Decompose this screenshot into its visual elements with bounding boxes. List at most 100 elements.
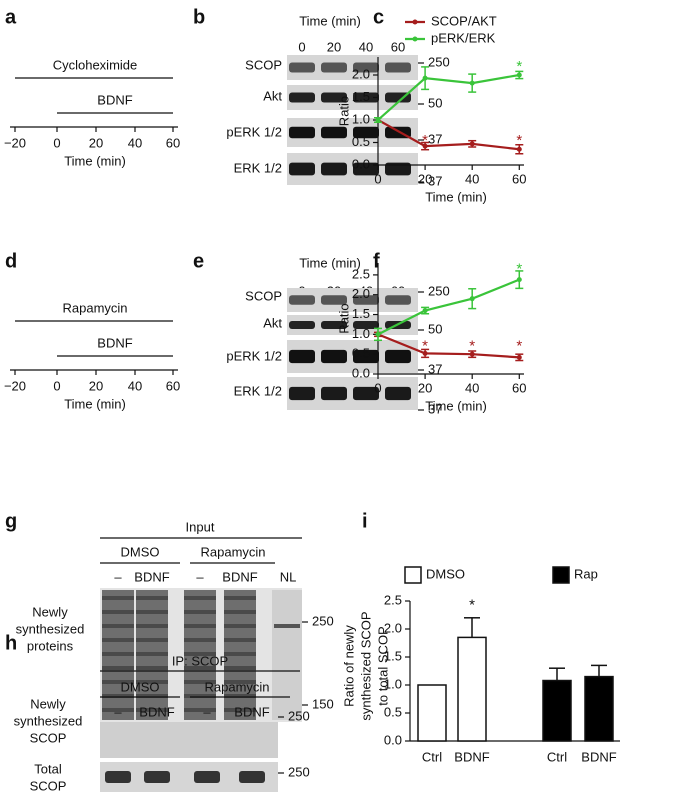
band bbox=[224, 596, 256, 600]
size-marker: 150 bbox=[312, 696, 334, 711]
y-tick-label: 1.0 bbox=[352, 111, 370, 126]
point bbox=[516, 354, 522, 360]
band bbox=[353, 92, 379, 103]
row-label: synthesized bbox=[14, 713, 83, 728]
point bbox=[422, 350, 428, 356]
band bbox=[144, 771, 170, 783]
lane-label: BDNF bbox=[134, 569, 169, 584]
panel-label: i bbox=[362, 510, 368, 532]
size-marker: 37 bbox=[428, 401, 442, 416]
lane-label: – bbox=[203, 704, 211, 719]
point bbox=[469, 80, 475, 86]
x-tick-label: 60 bbox=[512, 171, 526, 186]
legend-label: SCOP/AKT bbox=[431, 13, 497, 28]
lane bbox=[272, 590, 302, 720]
band bbox=[321, 321, 347, 329]
time-tick: 0 bbox=[53, 135, 60, 150]
legend-swatch bbox=[404, 566, 422, 584]
band bbox=[136, 596, 168, 600]
band bbox=[136, 652, 168, 656]
group: DMSO bbox=[121, 679, 160, 694]
blot-title: Time (min) bbox=[299, 255, 361, 270]
row-label: ERK 1/2 bbox=[234, 160, 282, 175]
annotation: * bbox=[516, 261, 522, 278]
point bbox=[516, 277, 522, 283]
row-label: Newly bbox=[32, 604, 68, 619]
legend-label: DMSO bbox=[426, 566, 465, 581]
point bbox=[516, 146, 522, 152]
band bbox=[353, 349, 379, 364]
time-tick: 40 bbox=[128, 135, 142, 150]
time-tick: −20 bbox=[4, 378, 26, 393]
point bbox=[516, 72, 522, 78]
row-label: ERK 1/2 bbox=[234, 383, 282, 398]
row-label: Akt bbox=[263, 315, 282, 330]
band bbox=[136, 708, 168, 712]
band bbox=[184, 694, 216, 698]
row-label: pERK 1/2 bbox=[226, 348, 282, 363]
band bbox=[385, 349, 411, 364]
panel-label: e bbox=[193, 250, 204, 272]
y-tick-label: 0.0 bbox=[352, 365, 370, 380]
band bbox=[224, 708, 256, 712]
annotation: * bbox=[422, 132, 428, 149]
size-marker: 37 bbox=[428, 173, 442, 188]
band bbox=[184, 624, 216, 628]
x-tick-label: Ctrl bbox=[422, 749, 442, 764]
y-tick-label: 0.5 bbox=[352, 134, 370, 149]
size-marker: 50 bbox=[428, 321, 442, 336]
point bbox=[469, 296, 475, 302]
blot-title: Time (min) bbox=[299, 13, 361, 28]
band bbox=[239, 771, 265, 783]
y-axis-title: Ratio of newly bbox=[341, 625, 356, 707]
y-tick-label: 0.0 bbox=[384, 732, 402, 747]
size-marker: 250 bbox=[288, 764, 310, 779]
y-tick-label: 1.0 bbox=[352, 326, 370, 341]
band bbox=[184, 610, 216, 614]
size-marker: 37 bbox=[428, 131, 442, 146]
band bbox=[385, 62, 411, 73]
annotation: * bbox=[516, 337, 522, 354]
time-tick: 20 bbox=[89, 135, 103, 150]
x-axis-title: Time (min) bbox=[425, 398, 487, 413]
row-label: SCOP bbox=[245, 288, 282, 303]
row-label: proteins bbox=[27, 638, 74, 653]
x-tick-label: 0 bbox=[374, 380, 381, 395]
group: Rapamycin bbox=[204, 679, 269, 694]
panel-label: c bbox=[373, 6, 384, 28]
y-tick-label: 0.5 bbox=[384, 704, 402, 719]
band bbox=[224, 624, 256, 628]
point bbox=[375, 117, 381, 123]
group: DMSO bbox=[121, 544, 160, 559]
bar bbox=[417, 684, 447, 742]
band bbox=[289, 321, 315, 329]
band bbox=[224, 694, 256, 698]
band bbox=[385, 162, 411, 176]
x-tick-label: 40 bbox=[465, 380, 479, 395]
row-label: SCOP bbox=[30, 778, 67, 793]
y-tick-label: 0.5 bbox=[352, 346, 370, 361]
header: Input bbox=[186, 519, 215, 534]
band bbox=[136, 624, 168, 628]
time-tick: 60 bbox=[166, 135, 180, 150]
bar bbox=[584, 675, 614, 742]
band bbox=[136, 694, 168, 698]
annotation: * bbox=[469, 337, 475, 354]
band bbox=[102, 596, 134, 600]
x-axis-title: Time (min) bbox=[425, 189, 487, 204]
band bbox=[289, 295, 315, 305]
point bbox=[422, 75, 428, 81]
y-tick-label: 2.0 bbox=[352, 286, 370, 301]
legend-marker bbox=[412, 36, 418, 42]
band bbox=[136, 666, 168, 670]
legend-label: Rap bbox=[574, 566, 598, 581]
lane-label: NL bbox=[280, 569, 297, 584]
time-tick: 40 bbox=[128, 378, 142, 393]
row-label: Akt bbox=[263, 88, 282, 103]
legend-label: pERK/ERK bbox=[431, 30, 496, 45]
band bbox=[105, 771, 131, 783]
time-tick: −20 bbox=[4, 135, 26, 150]
band bbox=[224, 652, 256, 656]
band bbox=[289, 386, 315, 401]
band bbox=[136, 680, 168, 684]
